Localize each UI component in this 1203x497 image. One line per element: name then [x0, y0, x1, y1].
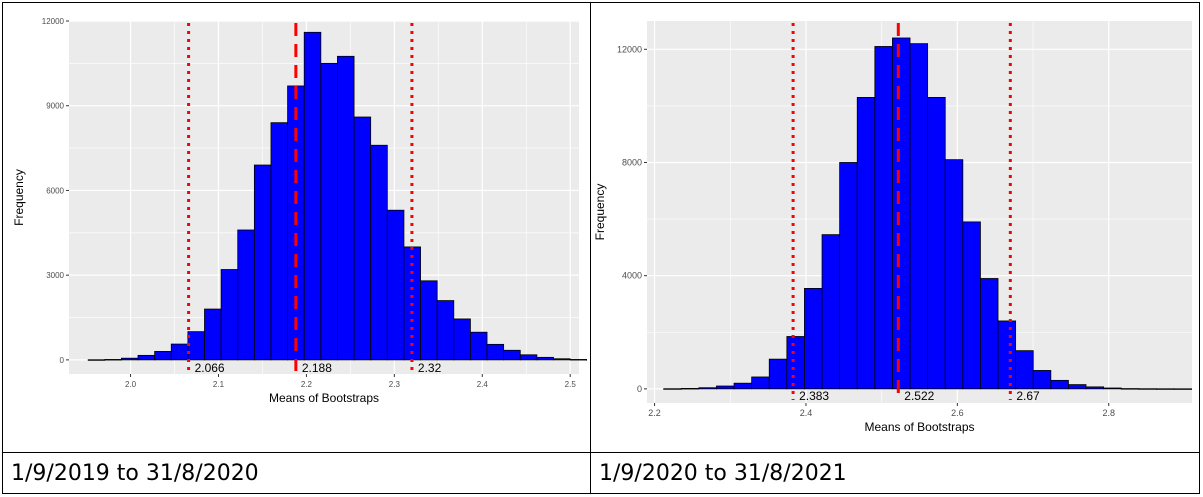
histogram-bar [137, 354, 156, 361]
histogram-bar [751, 376, 770, 390]
reference-value-label: 2.066 [195, 361, 225, 375]
histogram-bar [1120, 388, 1140, 390]
histogram-bar [320, 62, 338, 361]
histogram-bar [154, 351, 172, 361]
histogram-bar [337, 55, 355, 361]
histogram-bar [1103, 387, 1122, 390]
histogram-bar [253, 164, 272, 361]
x-tick-label: 2.3 [389, 380, 401, 389]
histogram-chart-2019-2020: 2.066 2.188 2.32 2.0 2.1 2.2 2.3 2.4 2.5 0 3000 600… [12, 17, 587, 405]
table-column-divider [590, 3, 591, 493]
histogram-bar [892, 37, 911, 390]
histogram-bar [786, 336, 805, 390]
histogram-bar [453, 318, 471, 361]
reference-value-label: 2.188 [302, 361, 332, 375]
histogram-bar [553, 358, 571, 361]
histogram-bar [353, 116, 372, 361]
histogram-bar [420, 280, 438, 361]
histogram-bar [1156, 388, 1175, 390]
histogram-bar [121, 357, 139, 361]
histogram-bar [87, 359, 106, 361]
y-tick-label: 8000 [622, 157, 642, 167]
x-axis-title: Means of Bootstraps [864, 420, 974, 434]
histogram-bar [1032, 370, 1052, 390]
y-tick-label: 9000 [46, 102, 64, 111]
histogram-bar [1050, 379, 1069, 390]
histogram-bar [237, 229, 255, 361]
table-row-divider [3, 452, 1199, 453]
histogram-bar [909, 43, 929, 390]
histogram-bar [663, 388, 682, 390]
y-tick-label: 12000 [42, 17, 65, 26]
y-tick-label: 6000 [46, 186, 64, 195]
histogram-bar [856, 97, 876, 390]
x-tick-label: 2.2 [301, 380, 313, 389]
y-axis-title: Frequency [12, 169, 26, 226]
histogram-bar [220, 269, 239, 361]
histogram-chart-2020-2021: 2.383 2.522 2.67 2.2 2.4 2.6 2.8 0 4000 8000 12000… [595, 21, 1193, 434]
histogram-bar [821, 234, 841, 390]
histogram-bar [680, 388, 700, 390]
y-tick-label: 12000 [617, 44, 642, 54]
reference-value-label: 2.32 [418, 361, 442, 375]
histogram-bar [804, 287, 823, 390]
x-tick-label: 2.1 [213, 380, 225, 389]
histogram-bar [997, 320, 1017, 390]
histogram-bar [519, 354, 538, 361]
x-tick-label: 2.5 [565, 380, 577, 389]
histogram-bar [698, 387, 717, 390]
histogram-bar [486, 343, 505, 361]
caption-period-2019-2020: 1/9/2019 to 31/8/2020 [11, 461, 259, 486]
x-tick-label: 2.4 [477, 380, 489, 389]
histogram-bar [569, 359, 587, 361]
histogram-bar [768, 358, 788, 390]
histogram-bar [270, 122, 288, 361]
histogram-bar [386, 209, 405, 361]
histogram-bar [962, 221, 981, 390]
y-tick-label: 0 [637, 384, 642, 394]
y-tick-label: 3000 [46, 271, 64, 280]
histogram-bar [839, 162, 858, 390]
histogram-bar [470, 331, 488, 361]
reference-value-label: 2.522 [904, 389, 934, 403]
histogram-bar [980, 278, 999, 390]
y-tick-label: 4000 [622, 271, 642, 281]
histogram-bar [536, 356, 554, 361]
histogram-bar [204, 308, 222, 361]
y-tick-label: 0 [60, 356, 65, 365]
reference-value-label: 2.383 [799, 389, 829, 403]
x-tick-label: 2.4 [800, 408, 813, 418]
reference-value-label: 2.67 [1016, 389, 1040, 403]
x-tick-label: 2.0 [125, 380, 137, 389]
histogram-bar [716, 385, 735, 390]
histogram-bar [303, 31, 322, 361]
histogram-bar [1138, 388, 1157, 390]
histogram-bar [1068, 384, 1087, 390]
histogram-bar [1015, 350, 1034, 390]
x-tick-label: 2.2 [648, 408, 661, 418]
histogram-bar [874, 46, 893, 390]
caption-period-2020-2021: 1/9/2020 to 31/8/2021 [599, 461, 847, 486]
histogram-bar [170, 343, 189, 361]
x-tick-label: 2.6 [951, 408, 964, 418]
histogram-bar [733, 382, 753, 390]
y-axis-title: Frequency [595, 184, 607, 241]
histogram-bar [927, 97, 946, 390]
histogram-bar [1085, 386, 1105, 390]
histogram-bar [944, 159, 964, 390]
histogram-bar [436, 300, 455, 361]
x-tick-label: 2.8 [1102, 408, 1115, 418]
histogram-bar [503, 349, 521, 361]
histogram-bar [1173, 388, 1193, 390]
x-axis-title: Means of Bootstraps [269, 391, 379, 405]
histogram-bar [187, 331, 205, 361]
histogram-bar [104, 359, 122, 361]
histogram-bar [370, 144, 388, 361]
